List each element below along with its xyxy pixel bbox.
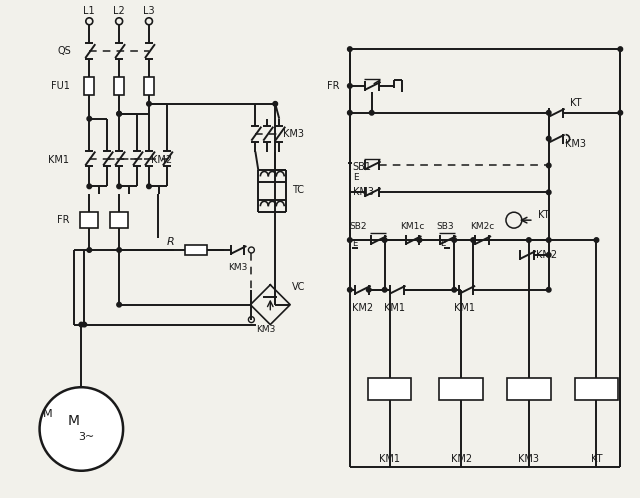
Text: QS: QS [58,46,72,56]
Text: KM3: KM3 [353,187,374,197]
Circle shape [471,238,476,243]
Circle shape [348,238,352,243]
Text: L1: L1 [83,6,95,16]
Circle shape [79,322,84,327]
Text: KM1: KM1 [384,303,405,313]
Circle shape [348,287,352,292]
Circle shape [547,190,551,195]
Text: KM1c: KM1c [400,222,425,231]
Text: KM2: KM2 [352,303,373,313]
Bar [507,378,550,400]
Circle shape [452,287,456,292]
Bar [114,77,124,95]
Circle shape [348,47,352,51]
Text: L3: L3 [143,6,155,16]
Text: FR: FR [57,215,69,225]
Circle shape [147,184,151,189]
Text: KM1: KM1 [454,303,475,313]
Text: E: E [353,173,358,182]
Text: E: E [440,239,445,248]
Text: KT: KT [591,454,602,464]
Text: KM3: KM3 [257,325,276,334]
Bar [368,378,412,400]
Text: SB3: SB3 [436,222,454,231]
Bar [110,212,128,228]
Circle shape [117,112,122,116]
Circle shape [382,287,387,292]
Text: KM1: KM1 [49,155,69,165]
Text: KM3: KM3 [228,263,247,272]
Text: SB1: SB1 [353,162,372,172]
Circle shape [87,248,92,252]
Circle shape [367,287,371,292]
Text: VC: VC [291,282,305,292]
Text: KM3: KM3 [283,128,303,138]
Text: KT: KT [538,210,550,220]
Circle shape [382,238,387,243]
Text: KT: KT [570,98,581,108]
Circle shape [348,111,352,115]
Text: SB2: SB2 [349,222,367,231]
Circle shape [547,238,551,243]
Text: TC: TC [292,185,304,195]
Circle shape [273,102,278,106]
Circle shape [40,387,123,471]
Text: KM3: KM3 [565,138,586,148]
Bar [439,378,483,400]
Circle shape [417,238,422,243]
Text: E: E [352,239,357,248]
Text: L2: L2 [113,6,125,16]
Circle shape [348,84,352,88]
Circle shape [87,184,92,189]
Circle shape [147,102,151,106]
Circle shape [618,111,623,115]
Circle shape [369,111,374,115]
Bar [84,77,94,95]
Circle shape [618,47,623,51]
Text: KM2: KM2 [151,155,172,165]
Circle shape [527,238,531,243]
Circle shape [594,238,599,243]
Circle shape [117,302,122,307]
Circle shape [547,111,551,115]
Text: KM2c: KM2c [470,222,494,231]
Circle shape [547,163,551,168]
Text: M: M [43,409,52,419]
Text: FU1: FU1 [51,81,69,91]
Text: M: M [67,414,79,428]
Bar [81,212,99,228]
Text: FR: FR [328,81,340,91]
Circle shape [82,322,86,327]
Circle shape [452,238,456,243]
Text: KM1: KM1 [379,454,400,464]
Circle shape [87,117,92,121]
Circle shape [117,248,122,252]
Bar [575,378,618,400]
Bar [185,245,207,255]
Circle shape [117,184,122,189]
Bar [144,77,154,95]
Circle shape [547,252,551,257]
Text: R: R [167,237,175,247]
Text: KM3: KM3 [518,454,540,464]
Circle shape [117,112,122,116]
Text: 3~: 3~ [78,432,95,442]
Text: KM2: KM2 [536,250,557,260]
Circle shape [547,287,551,292]
Circle shape [547,136,551,141]
Text: KM2: KM2 [451,454,472,464]
